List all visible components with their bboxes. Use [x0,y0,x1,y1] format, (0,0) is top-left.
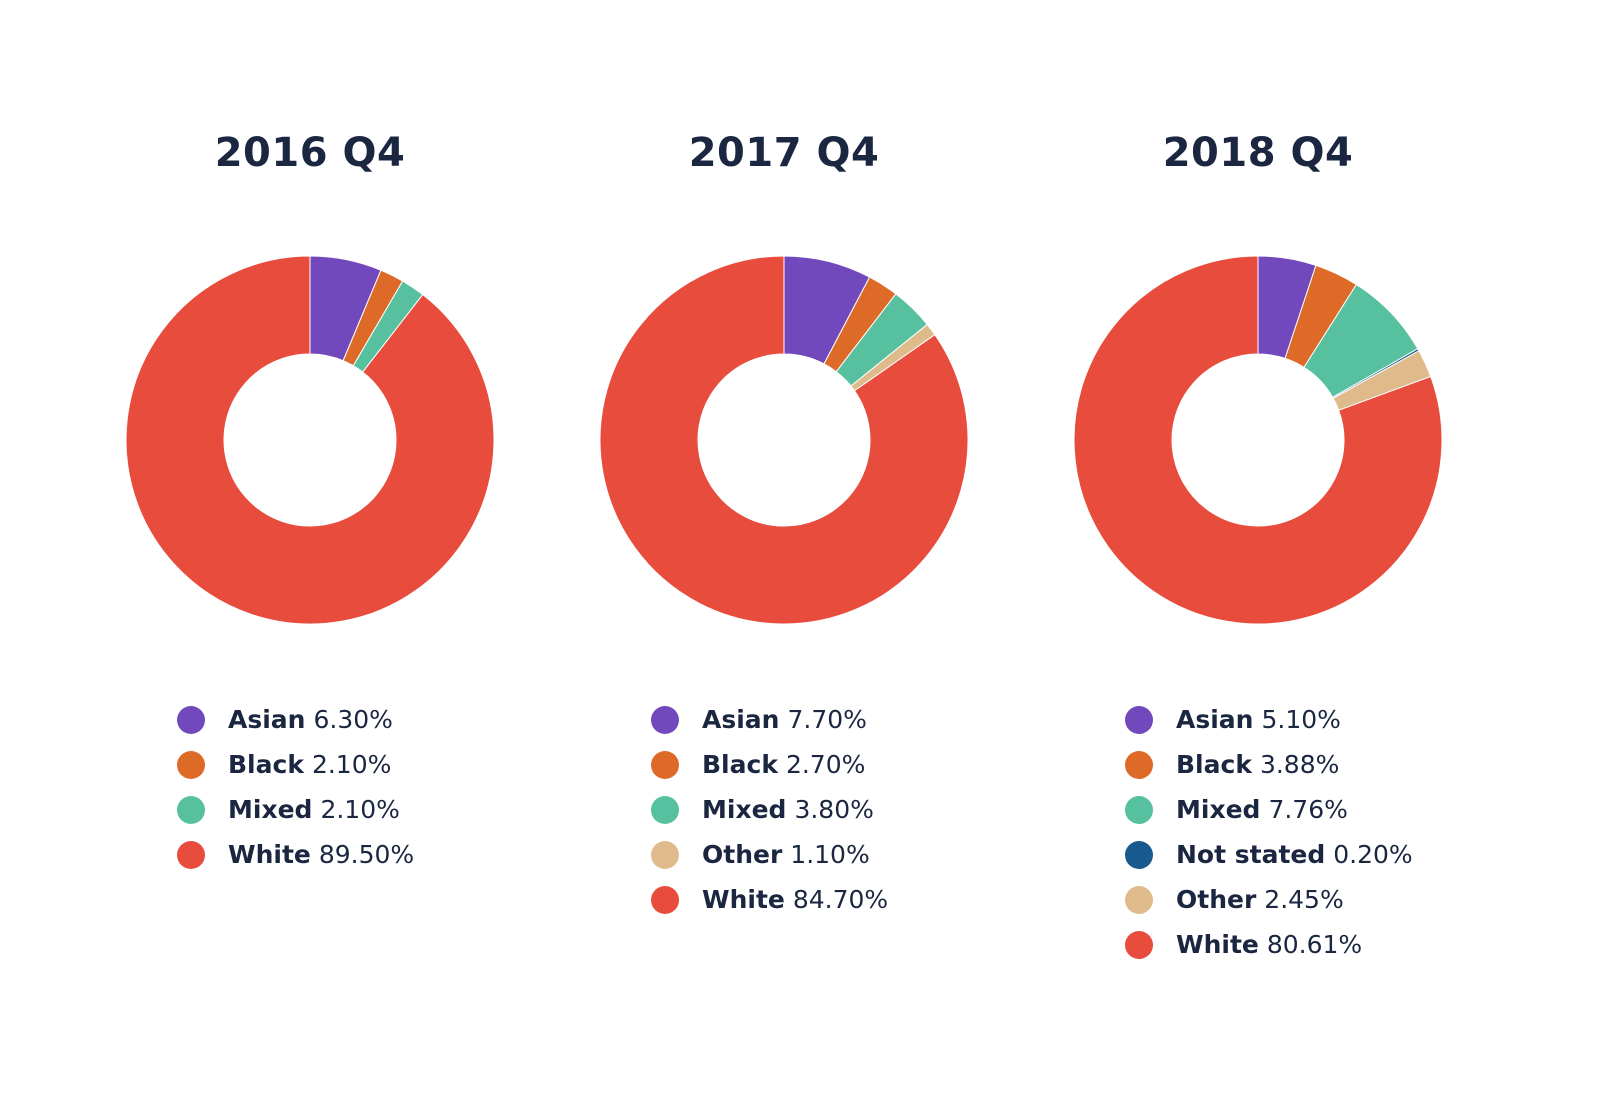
slice-white [125,255,495,625]
legend-label: Other [702,840,783,869]
chart-panel-2018: 2018 Q4 Asian 5.10% Black 3.88% Mixed 7.76% No… [1018,0,1498,1102]
chart-title: 2017 Q4 [688,130,880,176]
legend-label: Asian [228,705,306,734]
legend-item-asian: Asian 7.70% [651,697,888,742]
legend-swatch [651,840,679,869]
legend-value: 2.10% [320,795,400,824]
legend-swatch [651,750,679,779]
legend-label: White [702,885,785,914]
legend-swatch [1125,705,1153,734]
legend-value: 0.20% [1333,840,1413,869]
legend-item-black: Black 2.70% [651,742,888,787]
donut-chart [125,255,495,625]
legend-item-white: White 84.70% [651,877,888,922]
chart-panel-2016: 2016 Q4 Asian 6.30% Black 2.10% Mixed 2.10% Wh… [70,0,550,1102]
chart-legend: Asian 7.70% Black 2.70% Mixed 3.80% Other 1.10%… [651,697,888,922]
legend-value: 7.76% [1268,795,1348,824]
legend-value: 2.70% [785,750,866,779]
legend-item-mixed: Mixed 3.80% [651,787,888,832]
legend-value: 89.50% [318,840,415,869]
legend-item-white: White 89.50% [177,832,414,877]
legend-swatch [651,705,679,734]
chart-title: 2016 Q4 [214,130,406,176]
chart-panel-2017: 2017 Q4 Asian 7.70% Black 2.70% Mixed 3.80% Ot… [544,0,1024,1102]
legend-item-other: Other 2.45% [1125,877,1413,922]
legend-label: Asian [702,705,780,734]
legend-swatch [651,885,679,914]
legend-value: 1.10% [790,840,870,869]
legend-value: 6.30% [313,705,393,734]
legend-label: Mixed [228,795,313,824]
chart-legend: Asian 6.30% Black 2.10% Mixed 2.10% White 89.50… [177,697,414,877]
legend-value: 3.80% [794,795,874,824]
slice-white [599,255,969,625]
legend-label: Asian [1176,705,1254,734]
legend-label: Black [228,750,304,779]
legend-label: White [228,840,311,869]
legend-swatch [1125,795,1153,824]
legend-swatch [177,795,205,824]
legend-item-black: Black 3.88% [1125,742,1413,787]
slice-white [1073,255,1443,625]
legend-value: 5.10% [1261,705,1341,734]
chart-legend: Asian 5.10% Black 3.88% Mixed 7.76% Not stated… [1125,697,1413,967]
legend-swatch [1125,750,1153,779]
legend-value: 2.45% [1264,885,1344,914]
legend-item-black: Black 2.10% [177,742,414,787]
legend-label: Not stated [1176,840,1326,869]
legend-value: 3.88% [1259,750,1340,779]
legend-swatch [651,795,679,824]
legend-value: 84.70% [792,885,889,914]
legend-label: Mixed [1176,795,1261,824]
legend-swatch [1125,930,1153,959]
chart-title: 2018 Q4 [1162,130,1354,176]
legend-value: 2.10% [311,750,392,779]
legend-label: White [1176,930,1259,959]
legend-swatch [177,840,205,869]
legend-value: 80.61% [1266,930,1363,959]
legend-item-asian: Asian 6.30% [177,697,414,742]
legend-item-white: White 80.61% [1125,922,1413,967]
legend-swatch [177,750,205,779]
donut-chart [1073,255,1443,625]
legend-label: Mixed [702,795,787,824]
legend-item-not-stated: Not stated 0.20% [1125,832,1413,877]
legend-label: Black [702,750,778,779]
legend-swatch [1125,840,1153,869]
legend-label: Other [1176,885,1257,914]
legend-item-mixed: Mixed 2.10% [177,787,414,832]
legend-item-mixed: Mixed 7.76% [1125,787,1413,832]
legend-swatch [1125,885,1153,914]
legend-item-asian: Asian 5.10% [1125,697,1413,742]
donut-chart [599,255,969,625]
legend-label: Black [1176,750,1252,779]
legend-swatch [177,705,205,734]
legend-value: 7.70% [787,705,867,734]
legend-item-other: Other 1.10% [651,832,888,877]
